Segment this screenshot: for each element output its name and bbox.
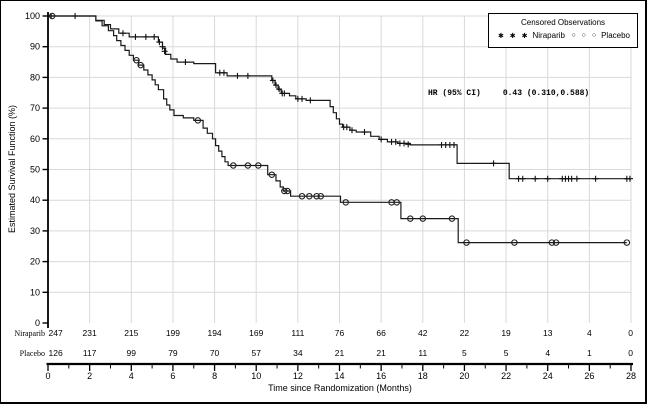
- at-risk-count: 70: [210, 348, 220, 358]
- star-censor-markers-icon: ✱ ✱ ✱: [498, 32, 530, 40]
- at-risk-count: 42: [418, 328, 428, 338]
- at-risk-count: 199: [166, 328, 180, 338]
- at-risk-count: 117: [83, 348, 97, 358]
- placebo-censor-marks: [48, 12, 631, 246]
- svg-text:8: 8: [212, 371, 217, 381]
- at-risk-table: Niraparib 247 231 215 199 194 169 111 76 66 42 22 19…: [14, 328, 633, 358]
- niraparib-censor-marks: [48, 13, 633, 182]
- x-axis: 0 2 4 6 8 10 12 14 16 18 20 22 24 26 28: [45, 362, 636, 381]
- svg-text:30: 30: [30, 226, 40, 236]
- svg-text:100: 100: [25, 11, 40, 21]
- svg-text:6: 6: [170, 371, 175, 381]
- hr-annotation-label: HR (95% CI): [428, 89, 481, 98]
- hr-annotation: HR (95% CI) 0.43 (0.310,0.588): [428, 89, 589, 98]
- svg-text:60: 60: [30, 134, 40, 144]
- svg-text:24: 24: [543, 371, 553, 381]
- legend-label-niraparib: Niraparib: [532, 31, 565, 40]
- svg-text:20: 20: [459, 371, 469, 381]
- at-risk-count: 21: [376, 348, 386, 358]
- at-risk-count: 22: [460, 328, 470, 338]
- svg-text:16: 16: [376, 371, 386, 381]
- legend-item-placebo: ○ ○ ○ Placebo: [572, 31, 631, 40]
- at-risk-count: 4: [587, 328, 592, 338]
- at-risk-count: 66: [376, 328, 386, 338]
- at-risk-count: 99: [127, 348, 137, 358]
- at-risk-count: 57: [251, 348, 261, 358]
- at-risk-count: 231: [83, 328, 97, 338]
- circle-censor-markers-icon: ○ ○ ○: [571, 32, 599, 39]
- legend-box: Censored Observations ✱ ✱ ✱ Niraparib ○ …: [488, 13, 638, 48]
- svg-text:40: 40: [30, 195, 40, 205]
- svg-text:10: 10: [251, 371, 261, 381]
- at-risk-count: 76: [335, 328, 345, 338]
- at-risk-count: 13: [543, 328, 553, 338]
- legend-label-placebo: Placebo: [601, 31, 630, 40]
- svg-text:18: 18: [418, 371, 428, 381]
- svg-text:80: 80: [30, 72, 40, 82]
- at-risk-count: 126: [49, 348, 63, 358]
- svg-text:12: 12: [293, 371, 303, 381]
- at-risk-count: 111: [291, 328, 304, 338]
- svg-text:10: 10: [30, 287, 40, 297]
- at-risk-row-label: Placebo: [20, 349, 45, 358]
- at-risk-count: 215: [124, 328, 138, 338]
- svg-text:2: 2: [87, 371, 92, 381]
- svg-text:4: 4: [129, 371, 134, 381]
- at-risk-row-label: Niraparib: [14, 329, 45, 338]
- x-axis-title: Time since Randomization (Months): [268, 383, 412, 393]
- at-risk-count: 4: [545, 348, 550, 358]
- at-risk-count: 11: [418, 348, 427, 358]
- at-risk-count: 169: [249, 328, 263, 338]
- at-risk-count: 5: [504, 348, 509, 358]
- svg-text:0: 0: [45, 371, 50, 381]
- svg-text:22: 22: [501, 371, 511, 381]
- hr-annotation-value: 0.43 (0.310,0.588): [502, 89, 590, 98]
- svg-text:70: 70: [30, 103, 40, 113]
- legend-row: ✱ ✱ ✱ Niraparib ○ ○ ○ Placebo: [489, 27, 637, 40]
- y-axis: 0 10 20 30 40 50 60 70 80 90 100: [25, 11, 49, 328]
- at-risk-count: 247: [49, 328, 63, 338]
- gridlines: [48, 15, 632, 323]
- at-risk-count: 194: [207, 328, 221, 338]
- at-risk-count: 5: [462, 348, 467, 358]
- at-risk-count: 0: [628, 348, 633, 358]
- at-risk-count: 19: [501, 328, 511, 338]
- legend-item-niraparib: ✱ ✱ ✱ Niraparib: [498, 31, 565, 40]
- at-risk-count: 34: [293, 348, 303, 358]
- svg-text:50: 50: [30, 165, 40, 175]
- svg-text:14: 14: [334, 371, 344, 381]
- y-axis-title: Estimated Survival Function (%): [7, 104, 17, 234]
- svg-text:0: 0: [35, 318, 40, 328]
- at-risk-count: 1: [587, 348, 592, 358]
- legend-title: Censored Observations: [520, 18, 606, 27]
- svg-text:26: 26: [584, 371, 594, 381]
- svg-text:28: 28: [626, 371, 636, 381]
- at-risk-count: 0: [628, 328, 633, 338]
- svg-text:90: 90: [30, 42, 40, 52]
- at-risk-count: 79: [168, 348, 178, 358]
- placebo-curve: [48, 15, 627, 244]
- svg-text:20: 20: [30, 257, 40, 267]
- at-risk-count: 21: [335, 348, 345, 358]
